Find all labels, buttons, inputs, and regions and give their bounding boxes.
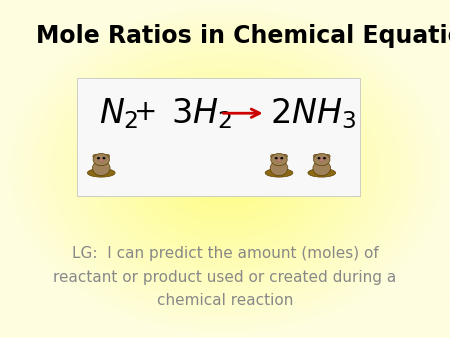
Ellipse shape: [320, 159, 324, 161]
Text: reactant or product used or created during a: reactant or product used or created duri…: [54, 270, 396, 285]
Ellipse shape: [99, 159, 104, 161]
Circle shape: [104, 154, 110, 159]
Circle shape: [103, 157, 106, 159]
Circle shape: [324, 154, 330, 159]
Text: $3\mathit{H}_2$: $3\mathit{H}_2$: [171, 96, 232, 130]
Ellipse shape: [308, 169, 336, 177]
Ellipse shape: [87, 169, 115, 177]
Ellipse shape: [265, 169, 293, 177]
Circle shape: [97, 157, 100, 159]
FancyBboxPatch shape: [76, 78, 360, 196]
Circle shape: [93, 154, 99, 159]
Circle shape: [274, 157, 278, 159]
Ellipse shape: [270, 161, 288, 176]
Text: $2\mathit{NH}_3$: $2\mathit{NH}_3$: [270, 96, 356, 130]
Text: $\mathit{N}_2$: $\mathit{N}_2$: [99, 96, 139, 130]
Circle shape: [93, 153, 109, 166]
Circle shape: [280, 157, 284, 159]
Ellipse shape: [313, 161, 331, 176]
Text: $+$: $+$: [133, 98, 155, 125]
Circle shape: [313, 154, 319, 159]
Text: LG:  I can predict the amount (moles) of: LG: I can predict the amount (moles) of: [72, 246, 378, 261]
Circle shape: [317, 157, 320, 159]
Circle shape: [271, 153, 287, 166]
Ellipse shape: [277, 159, 281, 161]
Circle shape: [270, 154, 276, 159]
Circle shape: [314, 153, 330, 166]
Circle shape: [323, 157, 326, 159]
Ellipse shape: [92, 161, 110, 176]
Text: Mole Ratios in Chemical Equations: Mole Ratios in Chemical Equations: [36, 24, 450, 48]
Circle shape: [282, 154, 288, 159]
Text: chemical reaction: chemical reaction: [157, 293, 293, 308]
